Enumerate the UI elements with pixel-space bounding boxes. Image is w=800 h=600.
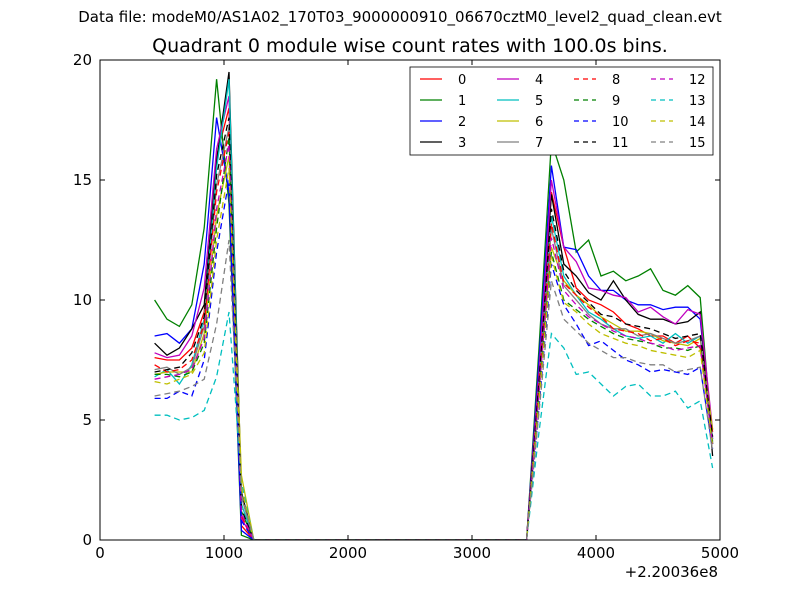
legend-label-2: 2 (458, 115, 466, 130)
series-line-6 (154, 155, 714, 540)
legend-label-15: 15 (689, 136, 706, 151)
series-line-11 (154, 117, 714, 540)
series-line-0 (154, 107, 714, 540)
y-tick-label: 5 (82, 411, 92, 429)
legend-label-3: 3 (458, 136, 466, 151)
legend-label-8: 8 (612, 73, 620, 88)
x-tick-label: 1000 (205, 544, 243, 562)
x-tick-label: 4000 (577, 544, 615, 562)
x-tick-label: 2000 (329, 544, 367, 562)
series-line-12 (154, 143, 714, 540)
legend-label-14: 14 (689, 115, 706, 130)
x-tick-label: 0 (95, 544, 105, 562)
series-line-15 (154, 239, 714, 540)
y-tick-label: 10 (73, 291, 92, 309)
legend-label-5: 5 (535, 94, 543, 109)
legend-box (409, 66, 714, 156)
legend-label-9: 9 (612, 94, 620, 109)
legend-label-0: 0 (458, 73, 466, 88)
series-line-1 (154, 79, 714, 540)
legend-label-7: 7 (535, 136, 543, 151)
legend-label-4: 4 (535, 73, 543, 88)
series-line-5 (154, 79, 714, 540)
x-tick-label: 3000 (453, 544, 491, 562)
legend-label-1: 1 (458, 94, 466, 109)
chart-title: Quadrant 0 module wise count rates with … (152, 35, 668, 57)
x-offset-label: +2.20036e8 (625, 563, 718, 581)
x-tick-label: 5000 (701, 544, 739, 562)
y-tick-label: 0 (82, 531, 92, 549)
data-file-label: Data file: modeM0/AS1A02_170T03_90000009… (78, 8, 722, 26)
legend-label-11: 11 (612, 136, 629, 151)
legend-label-6: 6 (535, 115, 543, 130)
legend-label-12: 12 (689, 73, 706, 88)
legend-label-13: 13 (689, 94, 706, 109)
series-line-2 (154, 117, 714, 540)
series-line-9 (154, 136, 714, 540)
legend-label-10: 10 (612, 115, 629, 130)
y-tick-label: 15 (73, 171, 92, 189)
series-line-10 (154, 179, 714, 540)
y-tick-label: 20 (73, 51, 92, 69)
